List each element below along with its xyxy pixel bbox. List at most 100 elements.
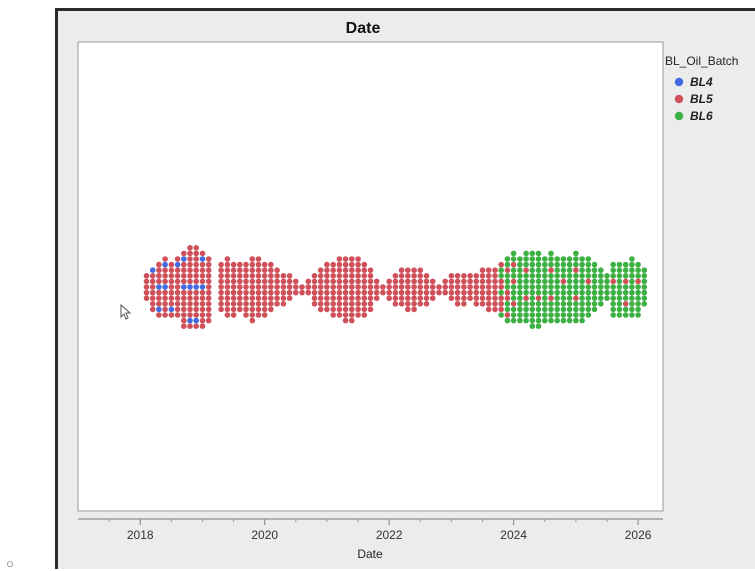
point-bl5 bbox=[205, 284, 212, 290]
point-bl5 bbox=[255, 306, 262, 313]
point-bl6 bbox=[616, 284, 623, 290]
point-bl5 bbox=[261, 267, 268, 274]
point-bl6 bbox=[517, 295, 523, 302]
point-bl5 bbox=[336, 256, 343, 262]
point-bl6 bbox=[616, 312, 623, 318]
point-bl5 bbox=[429, 284, 436, 290]
point-bl5 bbox=[405, 284, 411, 290]
point-bl5 bbox=[386, 284, 393, 290]
point-bl5 bbox=[349, 301, 355, 307]
point-bl5 bbox=[261, 289, 268, 296]
point-bl6 bbox=[591, 306, 598, 313]
x-tick-label: 2018 bbox=[127, 528, 154, 542]
point-bl6 bbox=[629, 295, 635, 302]
point-bl5 bbox=[405, 267, 411, 274]
point-bl6 bbox=[591, 261, 598, 268]
point-bl5 bbox=[510, 278, 517, 285]
point-bl6 bbox=[591, 289, 598, 296]
point-bl6 bbox=[542, 267, 548, 274]
x-tick-label: 2020 bbox=[251, 528, 278, 542]
point-bl5 bbox=[149, 284, 156, 290]
point-bl5 bbox=[181, 250, 187, 257]
point-bl5 bbox=[355, 295, 361, 302]
point-bl5 bbox=[162, 267, 168, 274]
point-bl6 bbox=[610, 306, 616, 313]
point-bl5 bbox=[361, 273, 368, 279]
point-bl5 bbox=[355, 267, 361, 274]
point-bl5 bbox=[485, 284, 492, 290]
point-bl5 bbox=[398, 284, 405, 290]
point-bl6 bbox=[529, 306, 536, 313]
point-bl5 bbox=[249, 312, 256, 318]
point-bl5 bbox=[199, 289, 206, 296]
point-bl5 bbox=[548, 267, 554, 274]
point-bl6 bbox=[635, 273, 641, 279]
point-bl6 bbox=[535, 289, 542, 296]
point-bl5 bbox=[317, 306, 324, 313]
point-bl5 bbox=[243, 284, 249, 290]
point-bl5 bbox=[205, 273, 212, 279]
point-bl6 bbox=[504, 273, 511, 279]
point-bl5 bbox=[317, 267, 324, 274]
point-bl5 bbox=[342, 267, 349, 274]
point-bl6 bbox=[635, 312, 641, 318]
point-bl5 bbox=[261, 295, 268, 302]
point-bl5 bbox=[224, 261, 231, 268]
point-bl6 bbox=[566, 312, 573, 318]
point-bl5 bbox=[255, 267, 262, 274]
point-bl5 bbox=[168, 312, 175, 318]
point-bl5 bbox=[330, 295, 337, 302]
point-bl6 bbox=[504, 278, 511, 285]
point-bl5 bbox=[485, 273, 492, 279]
point-bl6 bbox=[554, 256, 560, 262]
point-bl5 bbox=[311, 278, 318, 285]
point-bl6 bbox=[579, 301, 585, 307]
point-bl6 bbox=[510, 289, 517, 296]
point-bl6 bbox=[498, 289, 505, 296]
point-bl5 bbox=[355, 256, 361, 262]
point-bl5 bbox=[249, 261, 256, 268]
point-bl5 bbox=[224, 295, 231, 302]
point-bl5 bbox=[199, 306, 206, 313]
point-bl5 bbox=[280, 284, 287, 290]
point-bl6 bbox=[560, 261, 567, 268]
point-bl5 bbox=[224, 278, 231, 285]
point-bl5 bbox=[417, 278, 424, 285]
point-bl5 bbox=[479, 301, 486, 307]
point-bl6 bbox=[610, 273, 616, 279]
point-bl5 bbox=[218, 301, 224, 307]
point-bl5 bbox=[492, 289, 498, 296]
point-bl4 bbox=[193, 317, 199, 324]
point-bl5 bbox=[380, 284, 386, 290]
point-bl5 bbox=[479, 278, 486, 285]
point-bl5 bbox=[162, 256, 168, 262]
point-bl6 bbox=[523, 284, 529, 290]
point-bl5 bbox=[417, 267, 424, 274]
point-bl6 bbox=[535, 278, 542, 285]
point-bl5 bbox=[479, 273, 486, 279]
point-bl5 bbox=[485, 289, 492, 296]
point-bl6 bbox=[548, 256, 554, 262]
point-bl5 bbox=[193, 295, 199, 302]
point-bl6 bbox=[598, 295, 604, 302]
point-bl6 bbox=[610, 267, 616, 274]
point-bl5 bbox=[392, 278, 399, 285]
point-bl5 bbox=[143, 289, 150, 296]
point-bl5 bbox=[268, 295, 274, 302]
point-bl5 bbox=[380, 289, 386, 296]
point-bl5 bbox=[224, 289, 231, 296]
point-bl5 bbox=[405, 295, 411, 302]
point-bl6 bbox=[579, 284, 585, 290]
point-bl5 bbox=[162, 273, 168, 279]
point-bl6 bbox=[629, 312, 635, 318]
point-bl5 bbox=[181, 323, 187, 330]
point-bl5 bbox=[249, 278, 256, 285]
point-bl5 bbox=[317, 289, 324, 296]
point-bl5 bbox=[261, 301, 268, 307]
point-bl5 bbox=[261, 306, 268, 313]
point-bl5 bbox=[218, 278, 224, 285]
point-bl6 bbox=[529, 289, 536, 296]
point-bl6 bbox=[504, 261, 511, 268]
point-bl6 bbox=[560, 284, 567, 290]
point-bl6 bbox=[523, 278, 529, 285]
